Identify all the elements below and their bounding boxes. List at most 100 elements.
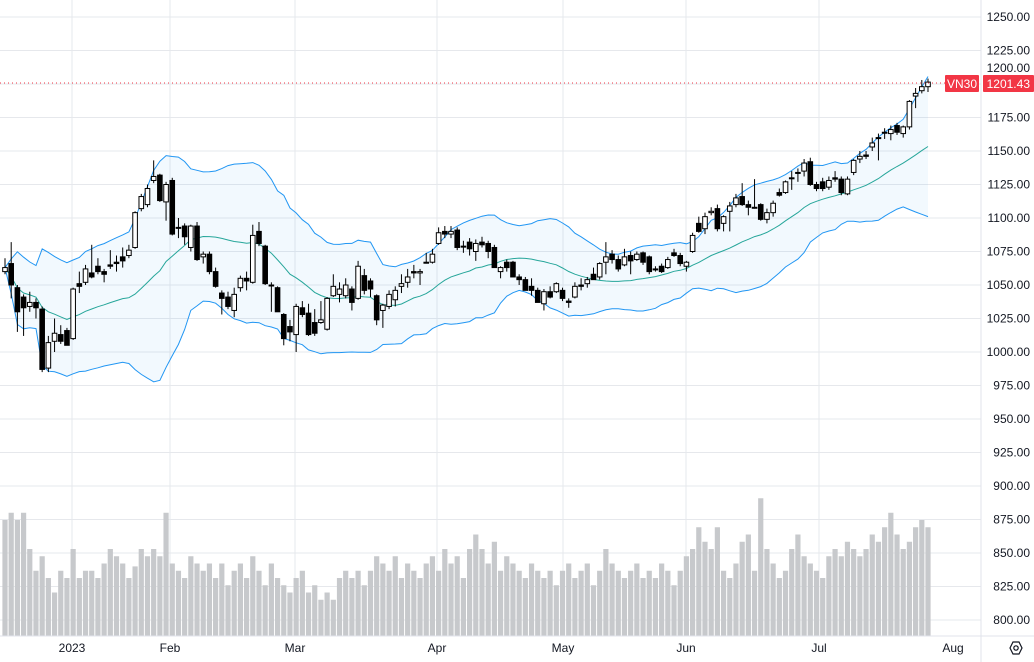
volume-bar: [380, 563, 386, 636]
candle-body: [373, 295, 380, 321]
x-tick-label: Jul: [811, 641, 826, 655]
candle: [572, 282, 578, 299]
candle: [82, 264, 89, 285]
candle-body: [875, 137, 882, 140]
candle: [206, 251, 213, 275]
volume-bar: [200, 570, 206, 636]
volume-bar: [559, 570, 566, 636]
price-axis[interactable]: 1250.00 1225.00 1200.00 1175.00 1150.00 1125.…: [980, 0, 1031, 662]
time-axis[interactable]: 2023 Feb Mar Apr May Jun Jul Aug: [0, 635, 1034, 655]
candle: [590, 267, 597, 281]
volume-bar: [882, 527, 888, 636]
candle-body: [683, 261, 690, 267]
candle-body: [795, 171, 801, 174]
volume-bar: [417, 578, 423, 636]
candle-body: [305, 312, 312, 336]
volume-bar: [727, 578, 733, 636]
candle-body: [442, 230, 448, 235]
candle: [318, 301, 324, 324]
candle-body: [20, 296, 27, 309]
candle: [8, 242, 14, 299]
candle-body: [689, 234, 696, 252]
candle: [795, 168, 801, 182]
candle-body: [590, 273, 597, 281]
symbol-badge: VN30: [945, 75, 979, 92]
candle-body: [330, 285, 337, 297]
candle: [485, 240, 491, 259]
candle: [33, 298, 39, 319]
volume-bar: [101, 563, 107, 636]
volume-bar: [398, 578, 405, 636]
candle-body: [578, 284, 584, 287]
candle: [231, 287, 238, 318]
volume-bar: [169, 563, 175, 636]
candle-body: [782, 181, 789, 194]
candle-body: [219, 292, 225, 299]
candle: [460, 240, 467, 253]
candle-body: [739, 196, 745, 206]
volume-bar: [163, 512, 169, 636]
candle-body: [460, 245, 467, 248]
volume-bar: [770, 563, 776, 636]
candle: [404, 268, 411, 288]
candle-body: [671, 252, 677, 257]
candle-body: [126, 249, 132, 257]
candle: [88, 244, 95, 279]
volume-bar: [374, 556, 380, 636]
candle: [894, 122, 900, 135]
candle-body: [733, 197, 739, 206]
candle-body: [144, 188, 151, 206]
x-tick-label: Feb: [160, 641, 181, 655]
candle-body: [925, 81, 931, 88]
last-price-badge: 1201.43: [983, 75, 1034, 92]
candle: [237, 275, 244, 292]
candle: [863, 151, 869, 160]
x-tick-label: Mar: [285, 641, 306, 655]
candle: [175, 218, 182, 239]
candle-body: [268, 284, 275, 287]
volume-bar: [113, 556, 120, 636]
candle: [510, 260, 516, 278]
bollinger-bands: [4, 76, 929, 383]
gear-icon: [1009, 641, 1023, 655]
y-tick-label: 1125.00: [988, 178, 1031, 192]
candle-body: [609, 253, 615, 261]
settings-button[interactable]: [1009, 641, 1023, 655]
volume-bar: [473, 534, 479, 636]
volume-bar: [82, 570, 89, 636]
volume-bar: [367, 570, 374, 636]
y-tick-label: 975.00: [993, 379, 1030, 393]
candle: [274, 286, 281, 313]
volume-bar: [696, 527, 702, 636]
candle-body: [404, 276, 411, 283]
candle: [355, 260, 361, 300]
volume-bar: [213, 578, 219, 636]
candle: [547, 286, 553, 299]
candle: [857, 151, 863, 164]
candle-body: [634, 253, 640, 261]
volume-bar: [330, 599, 336, 636]
candle: [677, 252, 684, 267]
volume-bar: [733, 563, 739, 636]
volume-bar: [801, 556, 807, 636]
candle: [479, 236, 485, 248]
candle: [695, 216, 702, 233]
candle: [726, 201, 733, 232]
candle-body: [256, 230, 262, 244]
volume-bar: [578, 570, 584, 636]
candle: [448, 226, 454, 239]
volume-bar: [863, 549, 869, 636]
candle: [76, 271, 83, 294]
candle-body: [45, 342, 52, 369]
candle-body: [76, 283, 83, 287]
volume-bar: [39, 556, 45, 636]
candle-body: [857, 155, 863, 160]
candle: [200, 251, 207, 264]
candle: [454, 227, 461, 251]
candle-body: [349, 288, 355, 303]
volume-bar: [634, 563, 640, 636]
candle-body: [107, 264, 114, 267]
candle: [144, 184, 151, 208]
candle: [671, 248, 677, 257]
